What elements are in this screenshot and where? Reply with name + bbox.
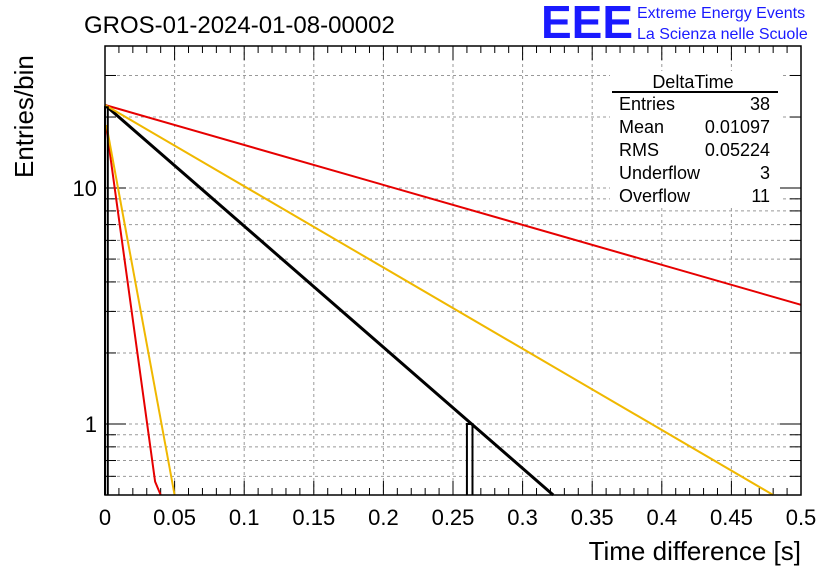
- logo-line-1: Extreme Energy Events: [637, 5, 805, 22]
- stats-title: DeltaTime: [652, 72, 733, 92]
- eee-logo: EEE Extreme Energy Events La Scienza nel…: [541, 0, 808, 48]
- series-line: [105, 127, 162, 496]
- histogram: [104, 106, 474, 495]
- histogram-bin: [465, 422, 474, 495]
- stats-label: Underflow: [619, 163, 701, 183]
- x-tick-label: 0.5: [786, 505, 817, 530]
- x-tick-label: 0.35: [571, 505, 614, 530]
- stats-row: Entries 38: [619, 94, 770, 114]
- stats-value: 0.01097: [705, 117, 770, 137]
- stats-row: Mean 0.01097: [619, 117, 770, 137]
- x-tick-label: 0.05: [153, 505, 196, 530]
- series-line: [104, 104, 802, 306]
- chart-title: GROS-01-2024-01-08-00002: [84, 12, 395, 39]
- x-tick-label: 0.15: [292, 505, 335, 530]
- y-tick-label: 1: [85, 412, 97, 437]
- series-line: [104, 103, 555, 497]
- plot-series: [104, 103, 802, 497]
- x-axis-label: Time difference [s]: [589, 536, 801, 566]
- logo-line-2: La Scienza nelle Scuole: [637, 26, 808, 43]
- y-tick-label: 10: [73, 176, 97, 201]
- series-line: [104, 104, 774, 496]
- x-tick-label: 0.25: [432, 505, 475, 530]
- series-line: [105, 124, 176, 496]
- x-tick-label: 0.1: [229, 505, 260, 530]
- stats-value: 11: [751, 186, 770, 206]
- stats-label: Mean: [619, 117, 664, 137]
- stats-row: Underflow 3: [619, 163, 770, 183]
- stats-label: Entries: [619, 94, 675, 114]
- x-tick-label: 0.3: [507, 505, 538, 530]
- stats-label: RMS: [619, 140, 659, 160]
- y-axis-label: Entries/bin: [9, 55, 39, 178]
- x-tick-label: 0.2: [368, 505, 399, 530]
- y-tick-labels: 1 10: [73, 176, 97, 437]
- stats-value: 38: [750, 94, 770, 114]
- plot-frame: [104, 45, 802, 496]
- stats-row: Overflow 11: [619, 186, 770, 206]
- stats-value: 3: [760, 163, 770, 183]
- x-tick-label: 0.4: [647, 505, 678, 530]
- stats-label: Overflow: [619, 186, 691, 206]
- x-tick-labels: 0 0.05 0.1 0.15 0.2 0.25 0.3 0.35 0.4 0.45 0.5: [99, 505, 816, 530]
- stats-box: DeltaTime Entries 38 Mean 0.01097 RMS 0.…: [610, 71, 780, 208]
- x-tick-label: 0: [99, 505, 111, 530]
- stats-value: 0.05224: [705, 140, 770, 160]
- stats-row: RMS 0.05224: [619, 140, 770, 160]
- logo-mark: EEE: [541, 0, 633, 48]
- x-tick-label: 0.45: [710, 505, 753, 530]
